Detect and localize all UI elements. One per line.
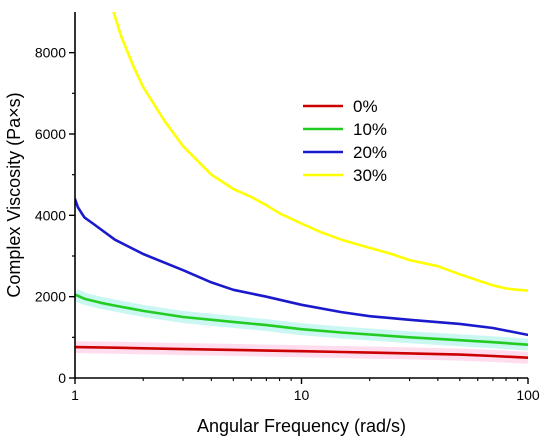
legend-label-0: 0%: [353, 97, 378, 116]
band-1: [75, 289, 528, 351]
series-line-2: [75, 197, 528, 337]
legend-label-2: 20%: [353, 143, 387, 162]
y-tick-label: 0: [58, 370, 66, 386]
legend: 0% 10% 20% 30%: [303, 97, 387, 185]
series-line-3: [112, 12, 528, 292]
x-tick-label: 100: [516, 387, 540, 403]
legend-label-1: 10%: [353, 120, 387, 139]
y-axis-label: Complex Viscosity (Pa×s): [4, 92, 24, 297]
series-line-1: [75, 293, 528, 346]
y-tick-label: 8000: [35, 45, 66, 61]
series-line-0: [75, 345, 528, 359]
x-axis-label: Angular Frequency (rad/s): [197, 416, 406, 436]
legend-label-3: 30%: [353, 166, 387, 185]
y-tick-label: 4000: [35, 207, 66, 223]
x-tick-label: 10: [294, 387, 310, 403]
y-tick-label: 6000: [35, 126, 66, 142]
series-lines: [75, 12, 528, 359]
x-tick-label: 1: [71, 387, 79, 403]
axis-ticks: 0 2000 4000 6000 8000 1 10 100: [35, 45, 540, 403]
y-tick-label: 2000: [35, 289, 66, 305]
